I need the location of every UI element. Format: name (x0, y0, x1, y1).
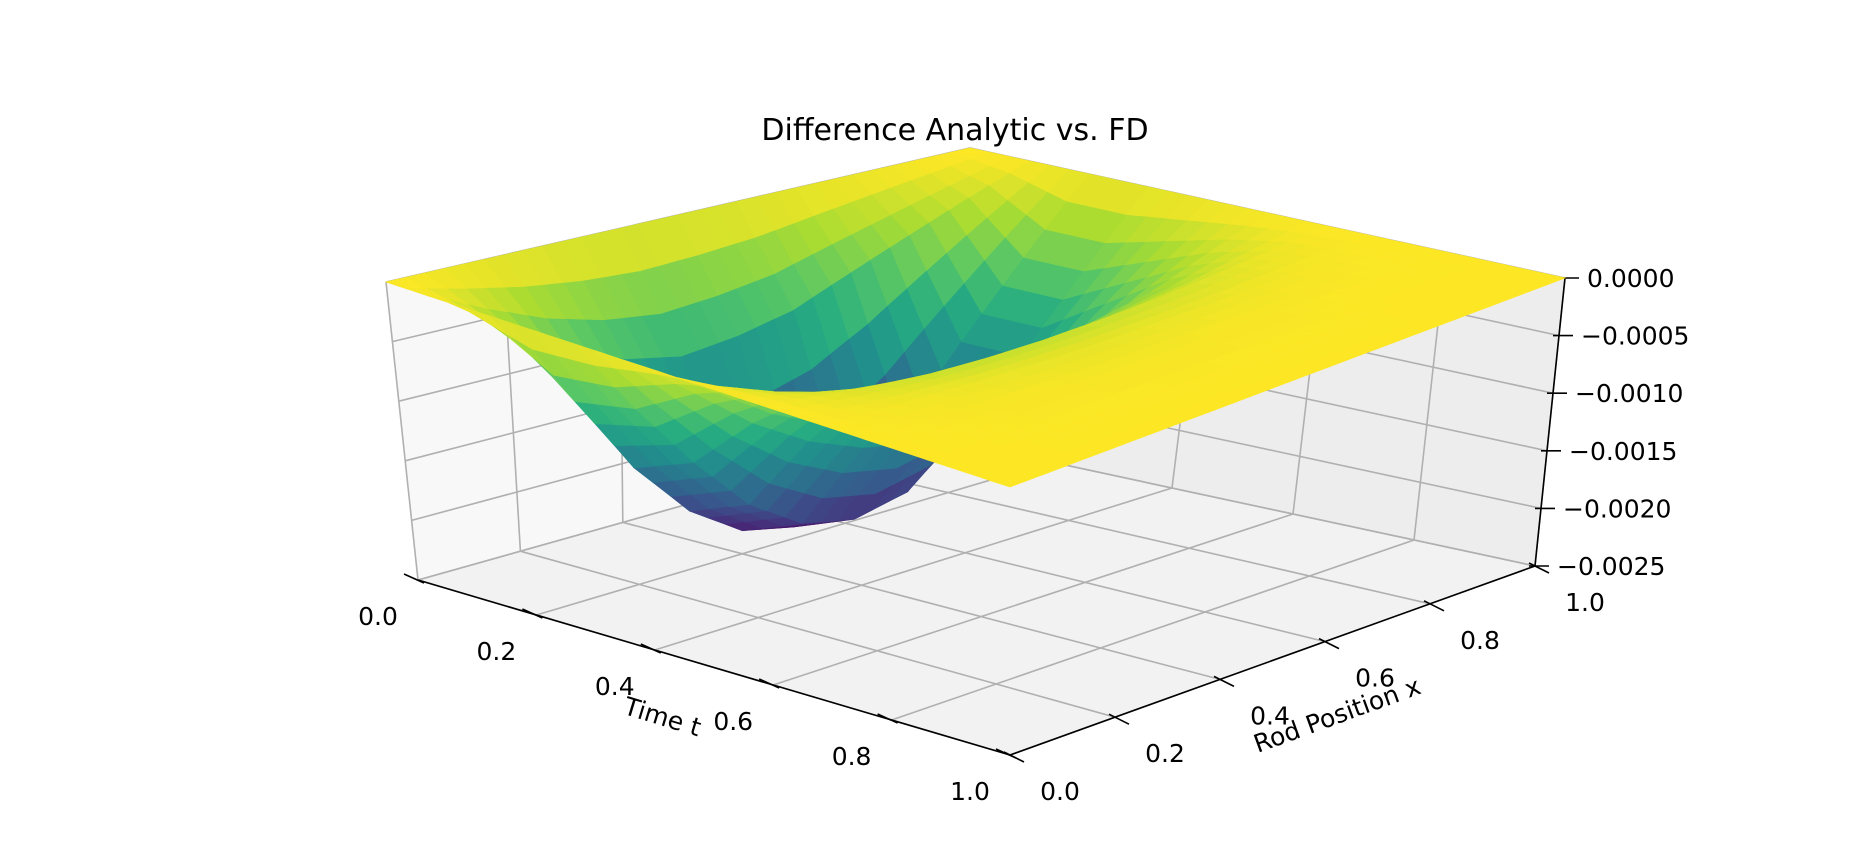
x-tick (758, 678, 780, 689)
x-axis-line (417, 579, 1011, 756)
y-tick (1108, 713, 1130, 725)
z-tick-label: −0.0015 (1569, 437, 1677, 466)
z-tick-label: −0.0010 (1575, 379, 1683, 408)
chart-title: Difference Analytic vs. FD (761, 113, 1148, 148)
z-axis-line (1534, 277, 1566, 567)
x-axis-label: Time t (620, 691, 705, 742)
y-tick (1318, 637, 1340, 650)
y-tick (1528, 562, 1550, 574)
x-tick-label: 0.8 (832, 742, 872, 771)
axis-ticks: 0.0 0.2 0.4 0.6 0.8 1.0 0.0 0.2 0.4 0.6 0.8 1.0 0.00… (358, 264, 1689, 806)
y-tick (1423, 600, 1445, 612)
axis-lines (417, 277, 1566, 756)
y-tick-label: 0.0 (1040, 777, 1080, 806)
y-tick (1003, 751, 1025, 763)
y-tick-label: 0.2 (1145, 739, 1185, 768)
x-tick-label: 0.4 (595, 672, 635, 701)
x-tick (522, 608, 543, 619)
y-tick-label: 1.0 (1565, 588, 1605, 617)
z-tick-label: 0.0000 (1587, 264, 1674, 293)
y-tick-label: 0.6 (1355, 664, 1395, 693)
y-tick (1213, 675, 1235, 688)
x-tick-label: 0.2 (477, 637, 517, 666)
surface-plot (384, 147, 1567, 532)
z-tick-label: −0.0025 (1557, 552, 1665, 581)
x-tick (877, 713, 898, 724)
z-tick-label: −0.0005 (1581, 322, 1689, 351)
x-tick (640, 643, 662, 654)
y-tick-label: 0.8 (1460, 626, 1500, 655)
floor-pane (418, 436, 1535, 755)
surface-patch (987, 472, 1030, 488)
x-tick-label: 1.0 (950, 777, 990, 806)
y-tick-label: 0.4 (1250, 701, 1290, 730)
x-tick-label: 0.0 (358, 602, 398, 631)
x-tick-label: 0.6 (713, 707, 753, 736)
y-axis-line (1009, 565, 1536, 756)
x-tick (403, 573, 425, 584)
z-tick-label: −0.0020 (1563, 494, 1671, 523)
